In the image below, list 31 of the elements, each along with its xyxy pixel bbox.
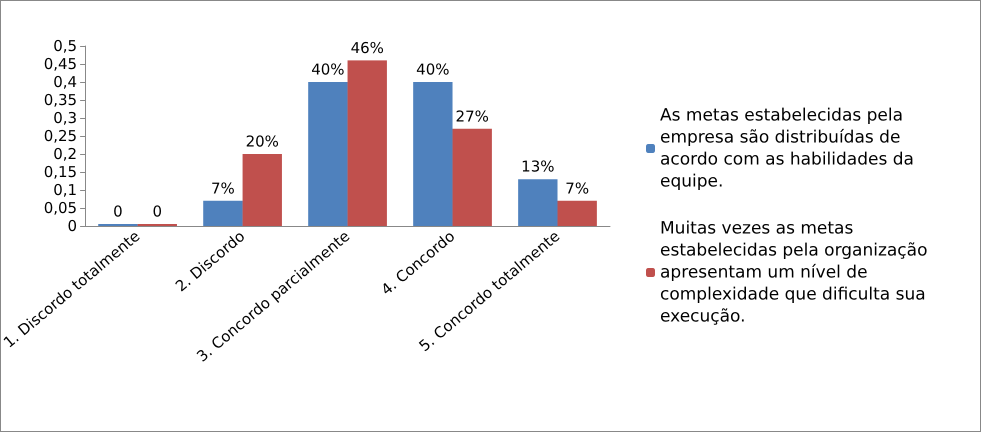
data-label: 7% <box>210 179 235 198</box>
y-tick-label: 0,4 <box>53 73 78 91</box>
bar <box>348 60 387 226</box>
data-label: 0 <box>113 202 123 220</box>
y-tick-label: 0,2 <box>53 145 78 163</box>
bar <box>242 154 282 226</box>
legend-label: As metas estabelecidas pela empresa são distribuídas de acordo com as habilidades da equipe. <box>660 106 920 192</box>
legend-label: Muitas vezes as metas estabelecidas pela organização apresentam um nível de complexidade que dificulta sua execução. <box>660 218 933 326</box>
y-tick-label: 0,45 <box>44 55 78 73</box>
bar <box>308 82 348 226</box>
bar <box>518 179 558 226</box>
data-label: 7% <box>565 179 590 198</box>
data-label: 40% <box>416 60 450 78</box>
bar <box>413 82 453 226</box>
bar <box>558 200 597 226</box>
data-label: 27% <box>456 107 489 126</box>
y-tick-label: 0,1 <box>53 181 78 199</box>
y-tick-label: 0,3 <box>53 109 78 127</box>
data-label: 13% <box>521 158 554 176</box>
y-tick-label: 0,25 <box>44 127 78 145</box>
y-tick-label: 0,35 <box>44 91 78 109</box>
bar <box>452 128 492 226</box>
y-tick-label: 0,15 <box>44 163 78 181</box>
data-label: 0 <box>152 202 162 220</box>
data-label: 40% <box>311 60 345 78</box>
data-label: 20% <box>246 132 279 150</box>
y-tick-label: 0,05 <box>44 199 78 217</box>
y-tick-label: 0,5 <box>53 37 78 55</box>
bar <box>203 200 243 226</box>
y-tick-label: 0 <box>68 217 78 235</box>
data-label: 46% <box>350 38 384 57</box>
